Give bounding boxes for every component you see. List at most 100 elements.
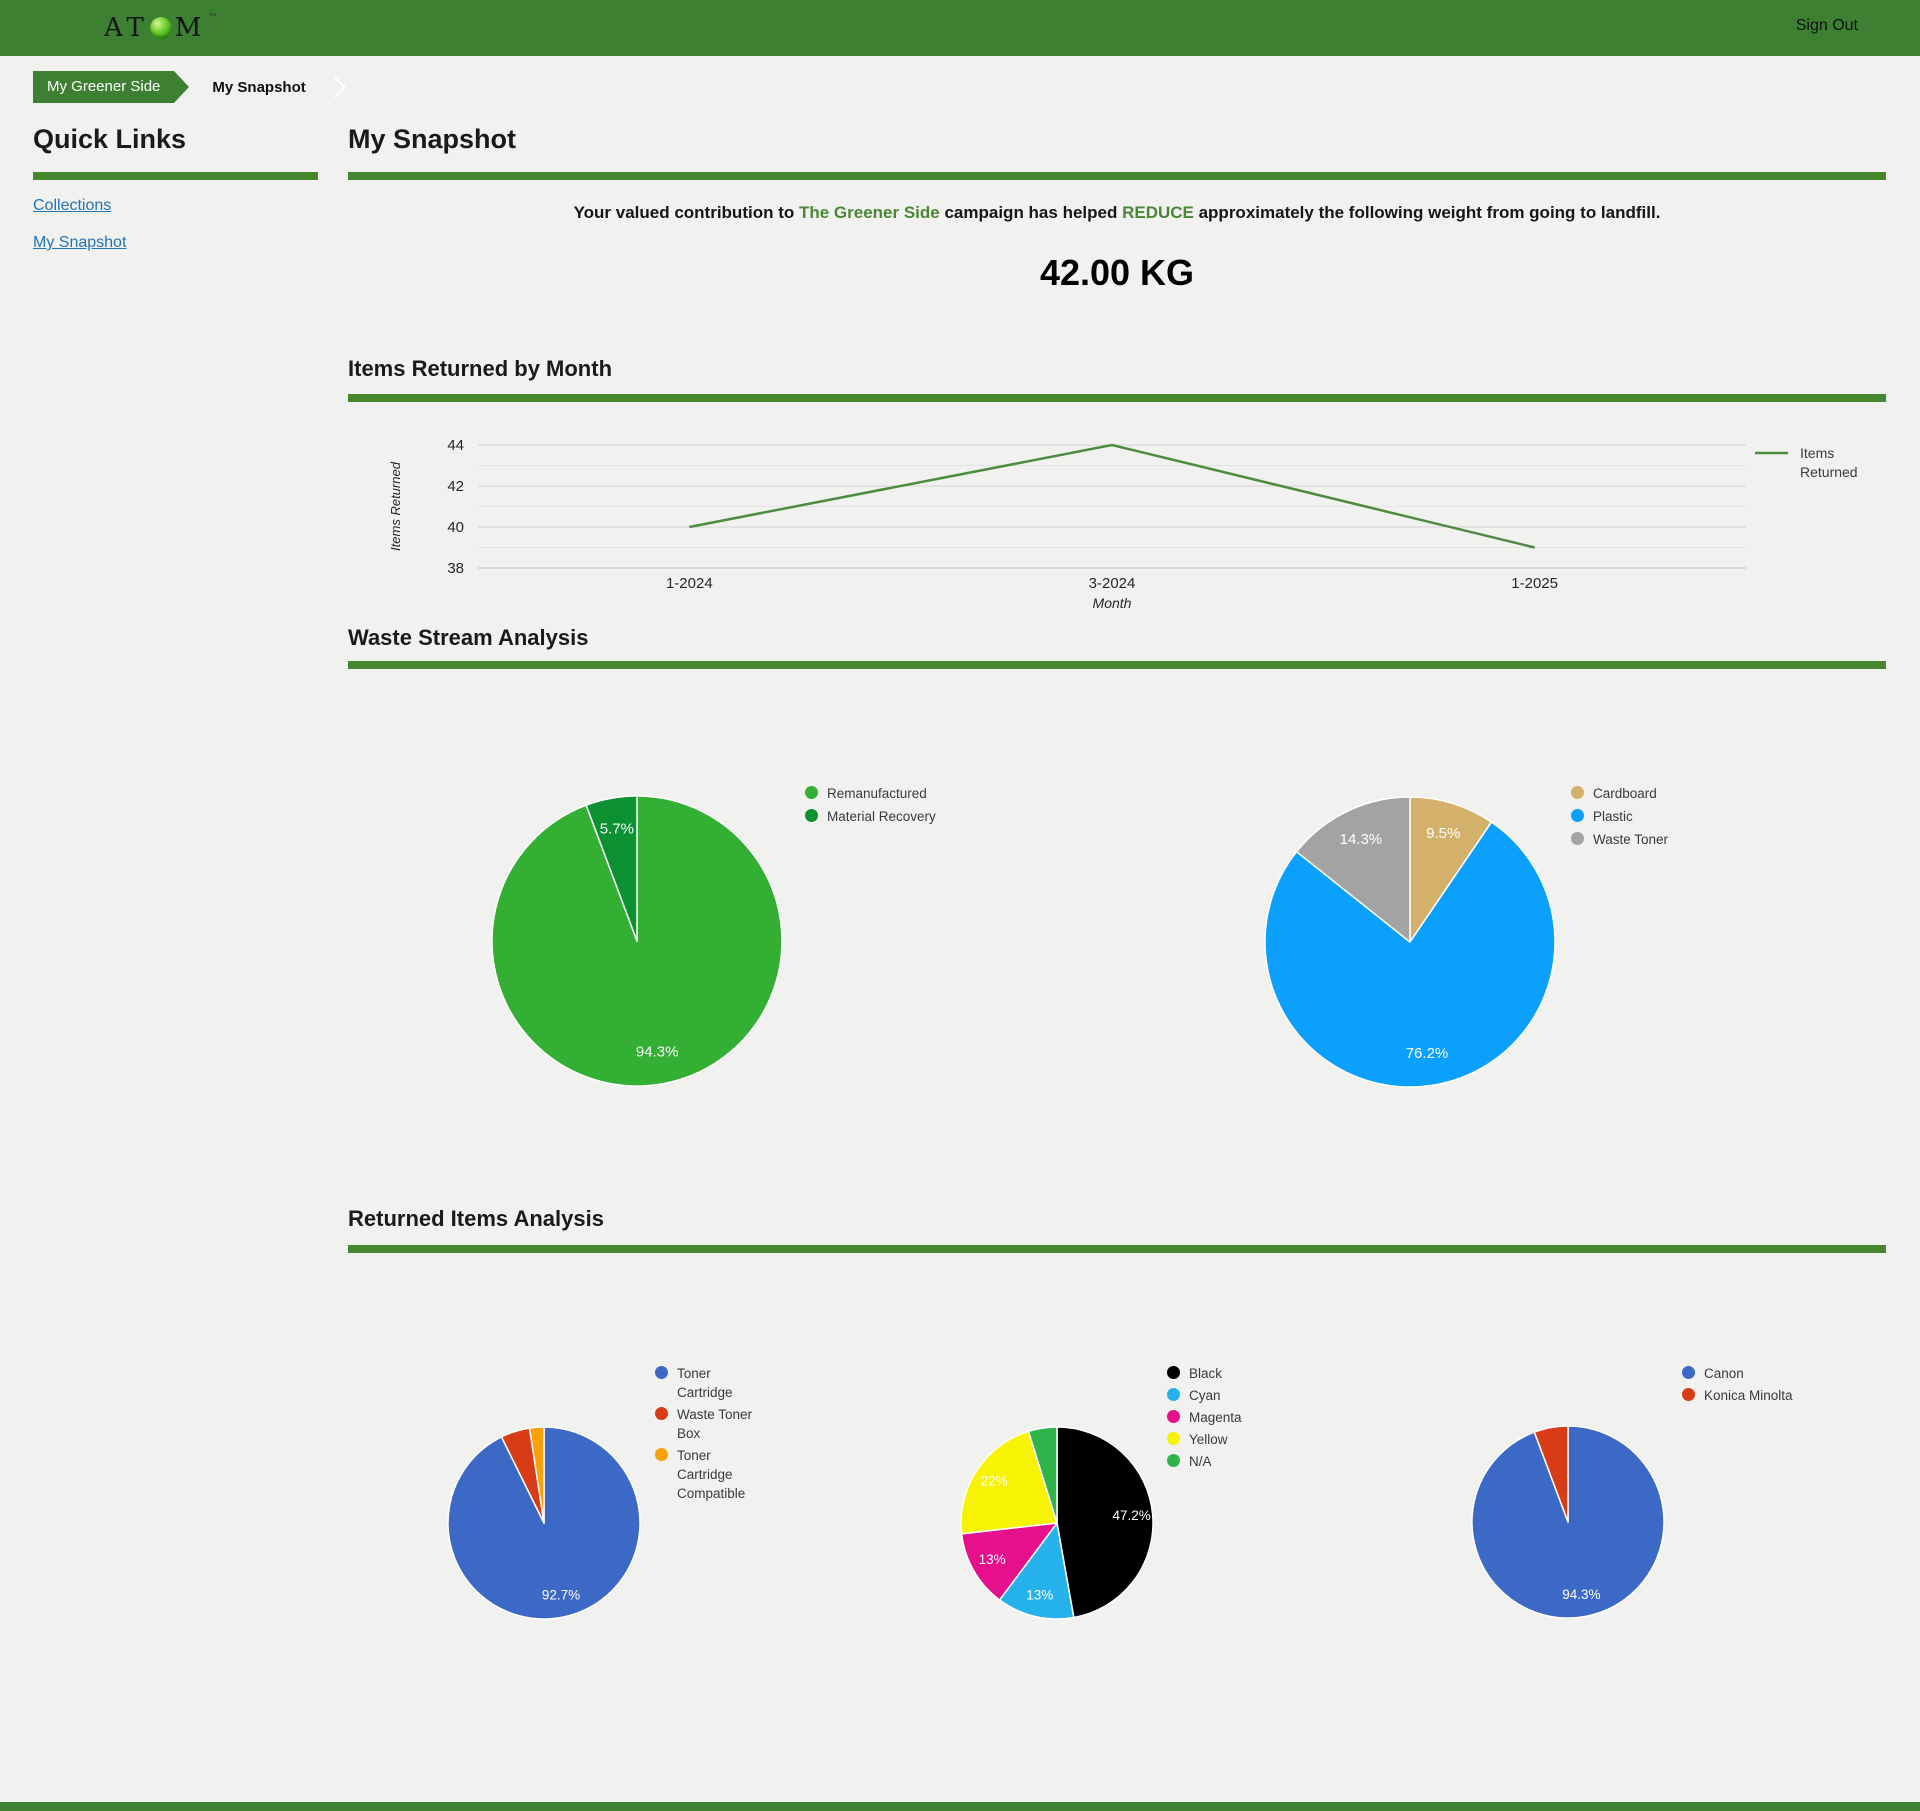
svg-text:Returned: Returned [1800,464,1858,480]
section-title-returned-items: Returned Items Analysis [348,1206,604,1231]
legend-label: Yellow [1189,1432,1228,1447]
line-chart-svg: 38 40 42 44 1-2024 3-2024 1-2025 Month Items Ret… [388,437,1858,611]
pie-slice-yellow [960,1430,1058,1535]
legend-marker-icon [1571,809,1584,822]
atom-logo: AT M ™ [104,13,217,43]
legend-item-magenta: Magenta [1167,1408,1242,1427]
pie-returned-item-brand: 94.3% [1470,1424,1666,1625]
pie-slice-magenta [960,1522,1058,1601]
sidebar-link-collections[interactable]: Collections [33,197,112,214]
message-highlight-campaign: The Greener Side [798,203,940,222]
pie-slice-plastic [1264,821,1556,1088]
legend-label: Black [1189,1366,1223,1381]
svg-text:Items: Items [1800,445,1834,461]
legend-returned-item-colour: Black Cyan Magenta Yellow N/A [1167,1364,1242,1474]
sidebar-link-my-snapshot[interactable]: My Snapshot [33,234,127,251]
pie-svg: 94.3% [1471,1425,1665,1619]
pie-returned-item-colour: 47.2% 13% 13% 22% [959,1425,1155,1626]
pie-slice-label: 92.7% [542,1587,580,1602]
legend-label: Toner Cartridge [677,1366,733,1400]
sign-out-link[interactable]: Sign Out [1795,17,1858,34]
section-title-waste-stream: Waste Stream Analysis [348,625,589,650]
legend-label: N/A [1189,1454,1212,1469]
legend-item-canon: Canon [1682,1364,1793,1383]
breadcrumb-root-tab[interactable]: My Greener Side [33,71,190,103]
message-part2: campaign has helped [939,203,1123,222]
footer-bar [0,1802,1920,1811]
pie-slice-label: 22% [981,1474,1008,1489]
legend-label: Canon [1704,1366,1744,1381]
quick-links-title: Quick Links [33,124,187,154]
pie-slice-waste-toner [1295,796,1411,943]
legend-marker-icon [655,1448,668,1461]
section-divider-waste-stream [348,661,1886,669]
pie-svg: 9.5% 76.2% 14.3% [1264,796,1556,1088]
pie-waste-disposition: 94.3% 5.7% [490,794,784,1093]
page-title-divider [348,172,1886,180]
legend-item-cyan: Cyan [1167,1386,1242,1405]
section-divider-items-returned [348,394,1886,402]
legend-marker-icon [1167,1454,1180,1467]
contribution-message: Your valued contribution to The Greener … [348,203,1886,223]
legend-marker-icon [655,1366,668,1379]
legend-marker-icon [1167,1410,1180,1423]
logo-trademark: ™ [208,13,218,23]
chevron-right-icon [324,76,346,98]
pie-slice-material-recovery [585,795,638,942]
pie-slice-cardboard [1409,796,1493,943]
legend-waste-material: Cardboard Plastic Waste Toner [1571,784,1668,853]
legend-marker-icon [1682,1366,1695,1379]
quick-links-divider [33,172,318,180]
legend-marker-icon [1167,1432,1180,1445]
pie-slice-konica-minolta [1533,1425,1569,1523]
svg-text:Month: Month [1093,595,1132,611]
pie-svg: 47.2% 13% 13% 22% [960,1426,1154,1620]
legend-item-remanufactured: Remanufactured [805,784,936,803]
legend-label: Plastic [1593,809,1633,824]
legend-item-cardboard: Cardboard [1571,784,1668,803]
svg-text:38: 38 [447,560,464,577]
svg-text:Items Returned: Items Returned [388,461,403,551]
logo-green-sphere-icon [149,17,172,39]
pie-slice-black [1056,1426,1154,1619]
logo-text-pre: AT [104,13,149,43]
breadcrumb: My Greener Side My Snapshot [33,71,346,103]
legend-item-plastic: Plastic [1571,807,1668,826]
legend-returned-item-brand: Canon Konica Minolta [1682,1364,1793,1408]
legend-item-waste-toner: Waste Toner [1571,830,1668,849]
legend-waste-disposition: Remanufactured Material Recovery [805,784,936,830]
pie-slice-label: 9.5% [1426,825,1460,842]
svg-text:3-2024: 3-2024 [1089,575,1136,592]
items-returned-line-chart: 38 40 42 44 1-2024 3-2024 1-2025 Month Items Ret… [348,418,1890,628]
legend-item-toner-cartridge: Toner Cartridge [655,1364,769,1402]
pie-returned-item-type: 92.7% [446,1425,642,1626]
legend-returned-item-type: Toner Cartridge Waste Toner Box Toner Cart… [655,1364,769,1506]
svg-text:40: 40 [447,519,464,536]
legend-label: Material Recovery [827,809,936,824]
pie-slice-label: 13% [1026,1587,1053,1602]
legend-label: Konica Minolta [1704,1388,1793,1403]
legend-marker-icon [1682,1388,1695,1401]
svg-text:1-2025: 1-2025 [1511,575,1558,592]
legend-marker-icon [1167,1366,1180,1379]
legend-label: Toner Cartridge Compatible [677,1448,746,1501]
pie-slice-label: 76.2% [1406,1045,1449,1062]
pie-svg: 94.3% 5.7% [491,795,783,1087]
section-divider-returned-items [348,1245,1886,1253]
legend-label: Waste Toner [1593,832,1669,847]
legend-marker-icon [1571,786,1584,799]
svg-text:44: 44 [447,437,464,454]
pie-slice-cyan [998,1522,1075,1620]
legend-marker-icon [1571,832,1584,845]
legend-item-material-recovery: Material Recovery [805,807,936,826]
pie-slice-label: 94.3% [1562,1587,1600,1602]
legend-marker-icon [805,809,818,822]
section-title-items-returned: Items Returned by Month [348,356,613,381]
pie-slice-label: 47.2% [1112,1508,1150,1523]
breadcrumb-current: My Snapshot [212,78,306,96]
legend-marker-icon [805,786,818,799]
message-part3: approximately the following weight from … [1193,203,1661,222]
message-highlight-reduce: REDUCE [1122,203,1194,222]
message-part1: Your valued contribution to [573,203,799,222]
